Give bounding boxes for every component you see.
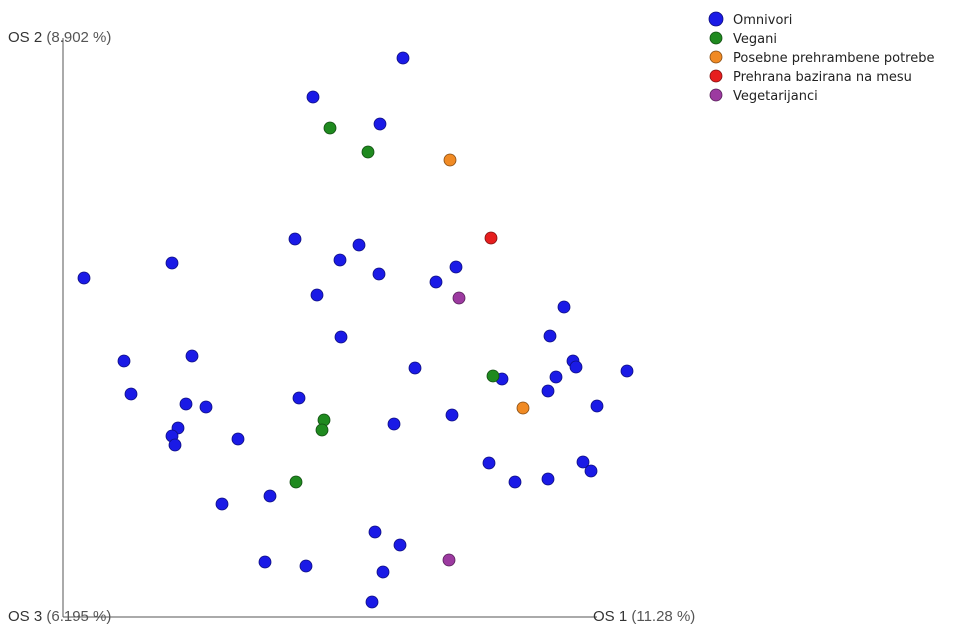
point-omnivori-6 bbox=[372, 267, 386, 281]
point-omnivori-12 bbox=[334, 330, 348, 344]
point-omnivori-3 bbox=[288, 232, 302, 246]
legend-marker-vegetarijanci bbox=[709, 88, 723, 102]
point-omnivori-22 bbox=[185, 349, 199, 363]
legend-label-vegani: Vegani bbox=[733, 32, 777, 47]
point-omnivori-37 bbox=[584, 464, 598, 478]
point-vegani-5 bbox=[289, 475, 303, 489]
point-omnivori-14 bbox=[543, 329, 557, 343]
point-omnivori-35 bbox=[482, 456, 496, 470]
point-omnivori-28 bbox=[590, 399, 604, 413]
point-omnivori-29 bbox=[445, 408, 459, 422]
point-prehrana-bazirana-na-mesu-0 bbox=[484, 231, 498, 245]
point-omnivori-38 bbox=[541, 472, 555, 486]
point-omnivori-5 bbox=[333, 253, 347, 267]
point-omnivori-11 bbox=[77, 271, 91, 285]
point-omnivori-30 bbox=[387, 417, 401, 431]
legend-marker-prehrana-bazirana-na-mesu bbox=[709, 69, 723, 83]
point-omnivori-21 bbox=[117, 354, 131, 368]
point-omnivori-45 bbox=[299, 559, 313, 573]
point-omnivori-18 bbox=[549, 370, 563, 384]
point-omnivori-7 bbox=[449, 260, 463, 274]
point-vegetarijanci-1 bbox=[442, 553, 456, 567]
legend-label-omnivori: Omnivori bbox=[733, 13, 792, 28]
point-omnivori-43 bbox=[393, 538, 407, 552]
legend-marker-omnivori bbox=[708, 11, 724, 27]
legend-label-posebne-prehrambene-potrebe: Posebne prehrambene potrebe bbox=[733, 51, 934, 66]
point-omnivori-46 bbox=[376, 565, 390, 579]
point-omnivori-40 bbox=[263, 489, 277, 503]
point-omnivori-42 bbox=[368, 525, 382, 539]
point-omnivori-36 bbox=[576, 455, 590, 469]
point-vegani-2 bbox=[486, 369, 500, 383]
legend-marker-posebne-prehrambene-potrebe bbox=[709, 50, 723, 64]
point-omnivori-44 bbox=[258, 555, 272, 569]
point-omnivori-2 bbox=[373, 117, 387, 131]
point-omnivori-8 bbox=[429, 275, 443, 289]
axis-1-label: OS 1 (11.28 %) bbox=[593, 608, 695, 625]
point-posebne-prehrambene-potrebe-0 bbox=[443, 153, 457, 167]
point-omnivori-1 bbox=[306, 90, 320, 104]
scatter-points bbox=[77, 51, 634, 609]
point-omnivori-19 bbox=[541, 384, 555, 398]
point-omnivori-10 bbox=[165, 256, 179, 270]
point-omnivori-24 bbox=[124, 387, 138, 401]
legend-marker-vegani bbox=[709, 31, 723, 45]
legend-label-vegetarijanci: Vegetarijanci bbox=[733, 89, 818, 104]
point-omnivori-0 bbox=[396, 51, 410, 65]
axis-2-label: OS 2 (8.902 %) bbox=[8, 29, 111, 46]
point-vegani-4 bbox=[315, 423, 329, 437]
point-omnivori-33 bbox=[168, 438, 182, 452]
point-omnivori-9 bbox=[310, 288, 324, 302]
point-omnivori-25 bbox=[179, 397, 193, 411]
point-omnivori-16 bbox=[569, 360, 583, 374]
point-vegetarijanci-0 bbox=[452, 291, 466, 305]
point-omnivori-26 bbox=[199, 400, 213, 414]
point-omnivori-39 bbox=[508, 475, 522, 489]
point-posebne-prehrambene-potrebe-1 bbox=[516, 401, 530, 415]
point-omnivori-17 bbox=[620, 364, 634, 378]
point-omnivori-34 bbox=[231, 432, 245, 446]
point-vegani-0 bbox=[323, 121, 337, 135]
legend-label-prehrana-bazirana-na-mesu: Prehrana bazirana na mesu bbox=[733, 70, 912, 85]
point-omnivori-4 bbox=[352, 238, 366, 252]
point-omnivori-27 bbox=[292, 391, 306, 405]
point-omnivori-23 bbox=[408, 361, 422, 375]
point-vegani-1 bbox=[361, 145, 375, 159]
point-omnivori-13 bbox=[557, 300, 571, 314]
axis-3-label: OS 3 (6.195 %) bbox=[8, 608, 111, 625]
point-omnivori-47 bbox=[365, 595, 379, 609]
point-omnivori-41 bbox=[215, 497, 229, 511]
legend: Omnivori Vegani Posebne prehrambene potreb… bbox=[708, 11, 934, 104]
